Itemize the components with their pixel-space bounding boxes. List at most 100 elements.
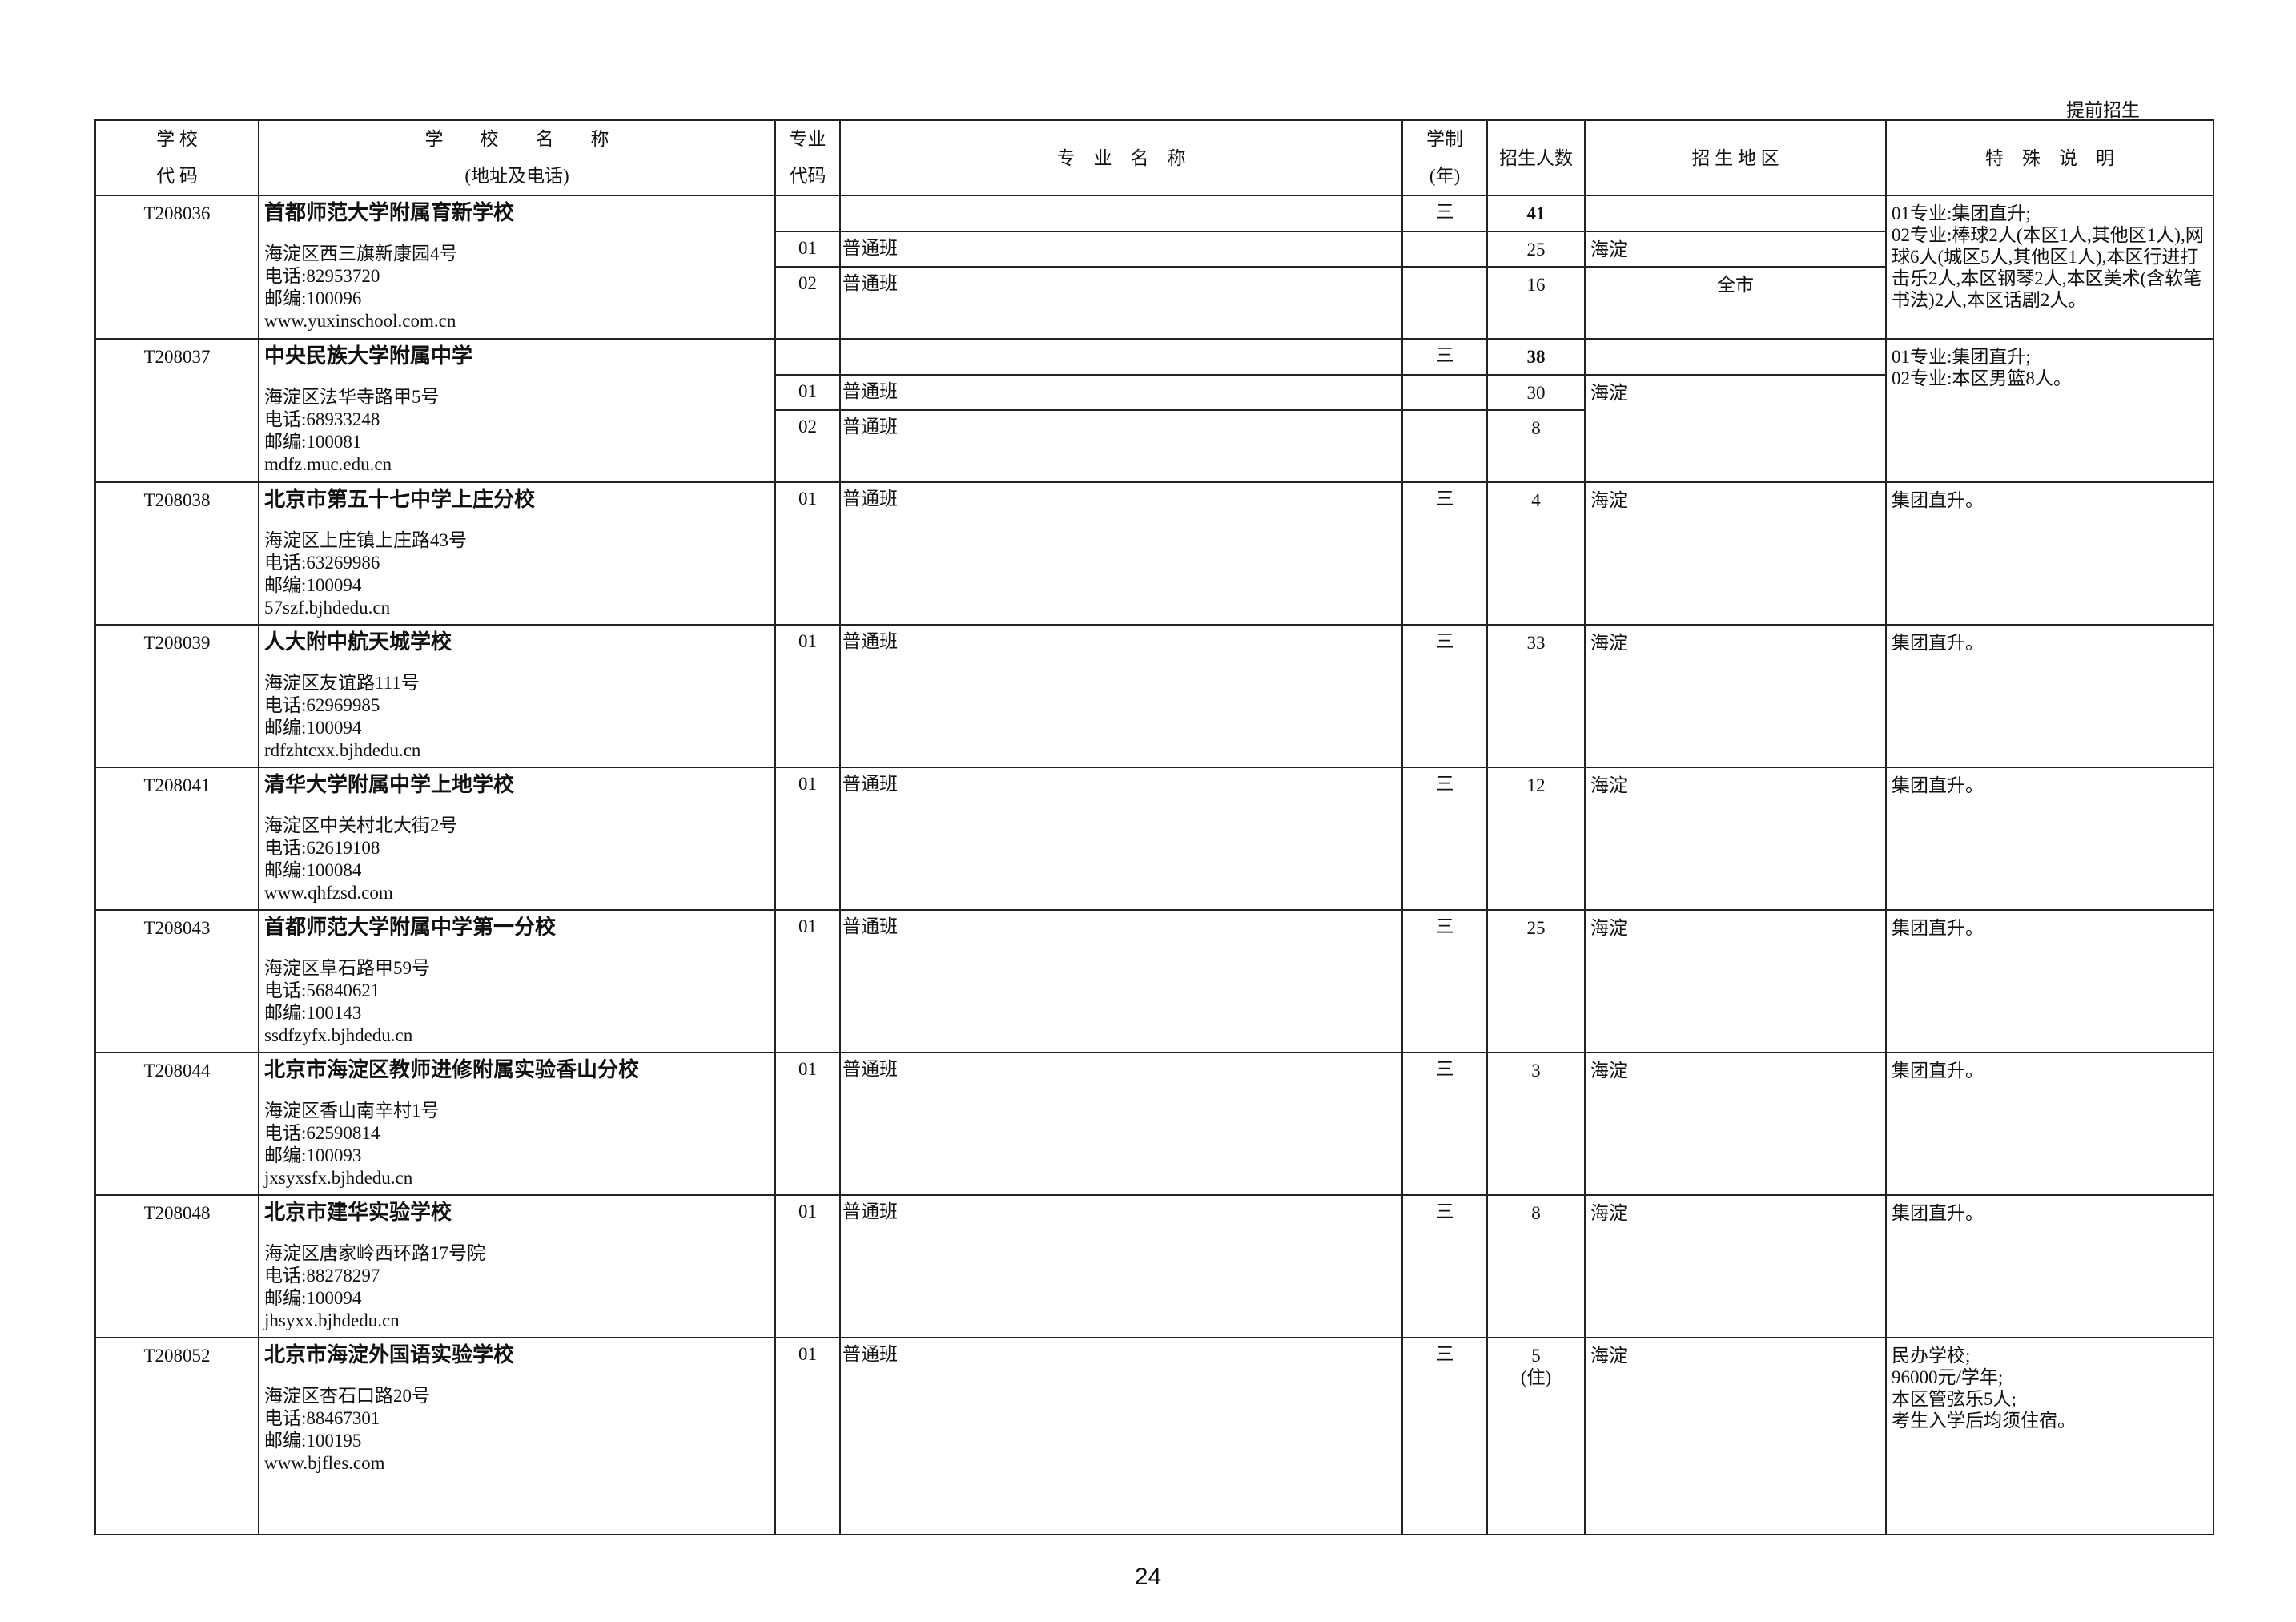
school-name: 北京市海淀区教师进修附属实验香山分校 — [264, 1058, 640, 1082]
major-code: 01 — [774, 1337, 841, 1535]
table-row: T208043 首都师范大学附属中学第一分校 海淀区阜石路甲59号 电话:568406… — [94, 909, 2214, 1053]
enrollment-count: 3 — [1486, 1052, 1586, 1196]
table-header: 学 校代 码 学 校 名 称 (地址及电话) 专业 代码 专 业 名 称 学制 (年)… — [94, 119, 2214, 196]
school-website: www.yuxinschool.com.cn — [264, 311, 456, 331]
notes: 01专业:集团直升; 02专业:本区男篮8人。 — [1885, 338, 2214, 483]
header-school-code: 学 校代 码 — [94, 119, 259, 196]
major-name: 普通班 — [839, 624, 1403, 768]
enrollment-count: 4 — [1486, 481, 1586, 626]
notes: 集团直升。 — [1885, 909, 2214, 1053]
school-postcode: 邮编:100143 — [264, 1003, 362, 1023]
school-name: 北京市建华实验学校 — [264, 1201, 452, 1225]
major-count: 25 — [1486, 231, 1586, 268]
header-region: 招 生 地 区 — [1584, 119, 1887, 196]
school-phone: 电话:88467301 — [264, 1408, 380, 1428]
major-count: 8 — [1486, 409, 1586, 483]
school-code: T208052 — [94, 1337, 259, 1535]
count-value: 3 — [1531, 1061, 1541, 1081]
school-name: 北京市海淀外国语实验学校 — [264, 1343, 515, 1367]
school-address: 海淀区唐家岭西环路17号院 — [264, 1243, 485, 1263]
major-code: 01 — [774, 1052, 841, 1196]
years: 三 — [1401, 909, 1488, 1053]
school-postcode: 邮编:100094 — [264, 575, 362, 595]
major-code: 02 — [774, 266, 841, 340]
school-postcode: 邮编:100081 — [264, 432, 362, 452]
major-region: 海淀 — [1584, 231, 1887, 268]
school-info: 人大附中航天城学校 海淀区友谊路111号 电话:62969985 邮编:100094 r… — [258, 624, 776, 768]
count-value: 25 — [1526, 918, 1546, 938]
school-name: 首都师范大学附属中学第一分校 — [264, 916, 557, 940]
region: 海淀 — [1584, 1052, 1887, 1196]
notes: 集团直升。 — [1885, 624, 2214, 768]
school-phone: 电话:62969985 — [264, 695, 380, 715]
enrollment-count: 5 (住) — [1486, 1337, 1586, 1535]
major-name: 普通班 — [839, 1337, 1403, 1535]
school-info: 北京市海淀区教师进修附属实验香山分校 海淀区香山南辛村1号 电话:62590814 邮… — [258, 1052, 776, 1196]
table-row: T208041 清华大学附属中学上地学校 海淀区中关村北大街2号 电话:6261910… — [94, 767, 2214, 911]
table-row: T208037 中央民族大学附属中学 海淀区法华寺路甲5号 电话:6893324… — [94, 338, 2214, 483]
school-website: ssdfzyfx.bjhdedu.cn — [264, 1025, 413, 1045]
school-address: 海淀区香山南辛村1号 — [264, 1101, 440, 1121]
years: 三 — [1401, 481, 1488, 626]
school-name: 清华大学附属中学上地学校 — [264, 773, 515, 797]
count-value: 33 — [1526, 633, 1546, 653]
school-address: 海淀区杏石口路20号 — [264, 1386, 430, 1406]
school-website: www.qhfzsd.com — [264, 883, 393, 903]
years: 三 — [1401, 1052, 1488, 1196]
major-name: 普通班 — [839, 231, 1403, 268]
major-code: 01 — [774, 481, 841, 626]
years: 三 — [1401, 624, 1488, 768]
major-name: 普通班 — [839, 266, 1403, 340]
major-name: 普通班 — [839, 409, 1403, 483]
major-code: 01 — [774, 374, 841, 411]
major-code: 01 — [774, 1194, 841, 1338]
major-name: 普通班 — [839, 1052, 1403, 1196]
table-row: T208039 人大附中航天城学校 海淀区友谊路111号 电话:62969985 邮编:… — [94, 624, 2214, 768]
major-code: 01 — [774, 909, 841, 1053]
school-website: rdfzhtcxx.bjhdedu.cn — [264, 740, 421, 760]
notes: 集团直升。 — [1885, 481, 2214, 626]
school-website: mdfz.muc.edu.cn — [264, 454, 392, 474]
school-code: T208041 — [94, 767, 259, 911]
school-phone: 电话:62590814 — [264, 1123, 380, 1143]
notes: 01专业:集团直升; 02专业:棒球2人(本区1人,其他区1人),网球6人(城区… — [1885, 195, 2214, 340]
school-website: jxsyxsfx.bjhdedu.cn — [264, 1168, 413, 1188]
school-phone: 电话:63269986 — [264, 553, 380, 573]
count-note: (住) — [1520, 1367, 1552, 1387]
count-value: 4 — [1531, 490, 1541, 510]
major-name: 普通班 — [839, 374, 1403, 411]
enrollment-table: 学 校代 码 学 校 名 称 (地址及电话) 专业 代码 专 业 名 称 学制 (年)… — [94, 119, 2214, 1535]
school-address: 海淀区西三旗新康园4号 — [264, 244, 458, 264]
school-info: 北京市建华实验学校 海淀区唐家岭西环路17号院 电话:88278297 邮编:1000… — [258, 1194, 776, 1338]
years: 三 — [1401, 338, 1488, 376]
school-info: 首都师范大学附属育新学校 海淀区西三旗新康园4号 电话:82953720 邮编:… — [258, 195, 776, 340]
total-count: 41 — [1486, 195, 1586, 232]
header-years: 学制 (年) — [1401, 119, 1488, 196]
school-info: 首都师范大学附属中学第一分校 海淀区阜石路甲59号 电话:56840621 邮编:10… — [258, 909, 776, 1053]
major-row: 01 普通班 25 海淀 — [95, 231, 2214, 268]
school-website: 57szf.bjhdedu.cn — [264, 598, 391, 618]
count-value: 12 — [1526, 775, 1546, 795]
school-address: 海淀区中关村北大街2号 — [264, 815, 458, 835]
major-row: 01 普通班 30 海淀 — [95, 374, 2214, 483]
major-code: 01 — [774, 767, 841, 911]
region: 海淀 — [1584, 624, 1887, 768]
major-region: 全市 — [1584, 266, 1887, 340]
school-code: T208038 — [94, 481, 259, 626]
school-postcode: 邮编:100094 — [264, 718, 362, 738]
years: 三 — [1401, 1337, 1488, 1535]
school-phone: 电话:68933248 — [264, 409, 380, 429]
header-school-name: 学 校 名 称 (地址及电话) — [258, 119, 776, 196]
school-address: 海淀区友谊路111号 — [264, 673, 420, 693]
region: 海淀 — [1584, 1337, 1887, 1535]
total-count: 38 — [1486, 338, 1586, 376]
school-postcode: 邮编:100195 — [264, 1431, 362, 1451]
notes: 民办学校; 96000元/学年; 本区管弦乐5人; 考生入学后均须住宿。 — [1885, 1337, 2214, 1535]
region: 海淀 — [1584, 481, 1887, 626]
major-region: 海淀 — [1584, 374, 1887, 483]
school-code: T208039 — [94, 624, 259, 768]
table-row: T208036 首都师范大学附属育新学校 海淀区西三旗新康园4号 电话:8295… — [94, 195, 2214, 340]
major-name: 普通班 — [839, 909, 1403, 1053]
school-address: 海淀区上庄镇上庄路43号 — [264, 530, 467, 550]
table-row: T208044 北京市海淀区教师进修附属实验香山分校 海淀区香山南辛村1号 电话:62… — [94, 1052, 2214, 1196]
